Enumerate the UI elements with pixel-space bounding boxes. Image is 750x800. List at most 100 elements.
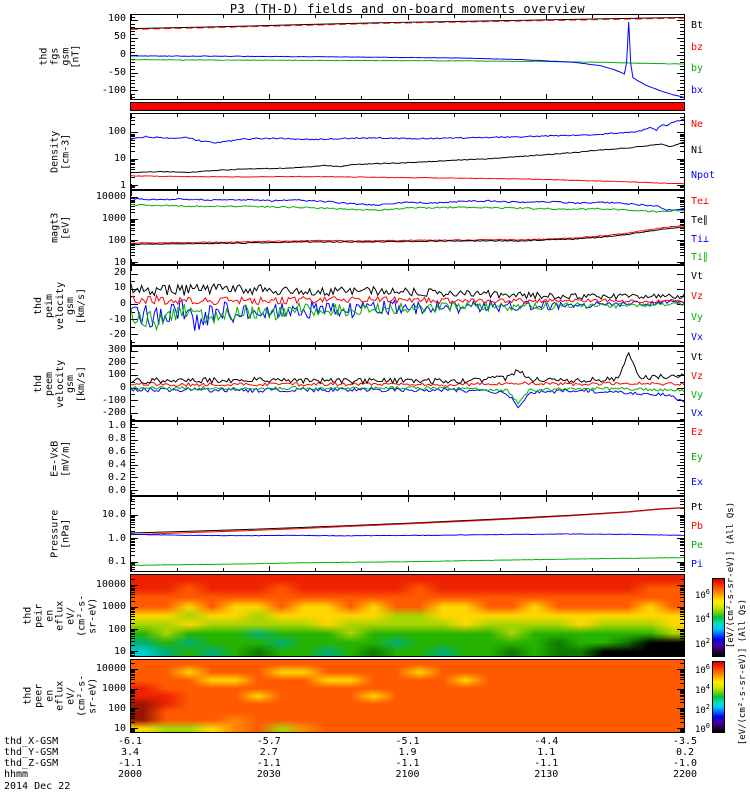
footer-value: 2000 bbox=[117, 769, 143, 780]
tick-mark bbox=[680, 565, 684, 567]
footer-row-thd_XGSM: thd_X-GSM bbox=[4, 736, 59, 747]
tick-mark bbox=[680, 248, 684, 250]
tick-mark bbox=[677, 184, 684, 186]
tick-mark bbox=[131, 550, 135, 552]
legend-Vx: Vx bbox=[691, 408, 704, 420]
tick-mark bbox=[131, 241, 135, 243]
tick-mark bbox=[407, 15, 409, 20]
tick-mark bbox=[637, 568, 639, 571]
tick-mark bbox=[131, 222, 135, 224]
tick-mark bbox=[680, 221, 684, 223]
tick-mark bbox=[131, 159, 135, 161]
ylabel-text: E=-VxB [mV/m] bbox=[49, 440, 71, 477]
tick-mark bbox=[677, 261, 684, 263]
tick-mark bbox=[680, 206, 684, 208]
tick-mark bbox=[315, 492, 317, 495]
ylabel-text: thd peim velocity gsm [km/s] bbox=[33, 281, 88, 330]
tick-mark bbox=[680, 442, 684, 444]
tick-mark bbox=[591, 191, 593, 194]
ylabel-peem-velocity: thd peem velocity gsm [km/s] bbox=[16, 346, 106, 421]
ytick-label: -50 bbox=[107, 67, 126, 79]
tick-mark bbox=[680, 600, 684, 602]
tick-mark bbox=[361, 191, 363, 194]
tick-mark bbox=[223, 417, 225, 420]
tick-mark bbox=[677, 363, 684, 365]
tick-mark bbox=[131, 93, 135, 95]
tick-mark bbox=[131, 142, 135, 144]
ytick-label: 100 bbox=[107, 234, 126, 246]
tick-mark bbox=[131, 477, 138, 479]
tick-mark bbox=[637, 191, 639, 194]
tick-mark bbox=[499, 417, 501, 420]
tick-mark bbox=[680, 119, 684, 121]
ytick-label: 0.6 bbox=[107, 446, 126, 458]
tick-mark bbox=[131, 430, 135, 432]
tick-mark bbox=[131, 702, 135, 704]
tick-mark bbox=[131, 44, 135, 46]
tick-mark bbox=[680, 164, 684, 166]
tick-mark bbox=[131, 266, 132, 271]
tick-mark bbox=[131, 134, 135, 136]
tick-mark bbox=[680, 161, 684, 163]
tick-mark bbox=[269, 259, 271, 264]
panel-peir-eflux bbox=[130, 574, 685, 657]
tick-mark bbox=[131, 640, 135, 642]
tick-mark bbox=[680, 630, 684, 632]
tick-mark bbox=[131, 518, 135, 520]
tick-mark bbox=[131, 230, 135, 232]
tick-mark bbox=[131, 610, 135, 612]
tick-mark bbox=[680, 486, 684, 488]
tick-mark bbox=[131, 116, 135, 118]
footer-value: 2030 bbox=[256, 769, 281, 780]
tick-mark bbox=[131, 690, 135, 692]
tick-mark bbox=[680, 540, 684, 542]
ytick-label: 10 bbox=[113, 722, 126, 734]
series-Bt bbox=[131, 16, 684, 30]
tick-mark bbox=[680, 671, 684, 673]
tick-mark bbox=[131, 261, 138, 263]
tick-mark bbox=[361, 266, 363, 269]
series-Pt bbox=[131, 507, 684, 534]
tick-mark bbox=[680, 140, 684, 142]
tick-mark bbox=[545, 266, 547, 271]
tick-mark bbox=[637, 342, 639, 345]
tick-mark bbox=[680, 23, 684, 25]
tick-mark bbox=[680, 709, 684, 711]
tick-mark bbox=[269, 497, 271, 502]
tick-mark bbox=[131, 634, 135, 636]
tick-mark bbox=[680, 689, 684, 691]
tick-mark bbox=[680, 635, 684, 637]
tick-mark bbox=[677, 708, 684, 710]
tick-mark bbox=[177, 417, 179, 420]
tick-mark bbox=[269, 422, 271, 427]
tick-mark bbox=[315, 191, 317, 194]
tick-mark bbox=[453, 186, 455, 189]
tick-mark bbox=[131, 62, 135, 64]
tick-mark bbox=[131, 669, 138, 671]
tick-mark bbox=[223, 266, 225, 269]
tick-mark bbox=[131, 538, 138, 540]
tick-mark bbox=[680, 578, 684, 580]
tick-mark bbox=[677, 688, 684, 690]
tick-mark bbox=[131, 517, 135, 519]
series-Te-para bbox=[131, 226, 684, 246]
tick-mark bbox=[177, 342, 179, 345]
ytick-label: -10 bbox=[107, 313, 126, 325]
tick-mark bbox=[131, 197, 138, 199]
tick-mark bbox=[677, 607, 684, 609]
series-Pi bbox=[131, 533, 684, 537]
ytick-label: -100 bbox=[101, 85, 126, 97]
tick-mark bbox=[637, 492, 639, 495]
tick-mark bbox=[131, 663, 135, 665]
tick-mark bbox=[131, 281, 135, 283]
tick-mark bbox=[131, 199, 135, 201]
tick-mark bbox=[677, 20, 684, 22]
legend-Vy: Vy bbox=[691, 311, 704, 323]
tick-mark bbox=[315, 266, 317, 269]
ylabel-fgs: thd fgs gsm [nT] bbox=[16, 14, 106, 100]
tick-mark bbox=[131, 146, 135, 148]
ytick-label: 50 bbox=[113, 31, 126, 43]
footer-row-hhmm: hhmm bbox=[4, 769, 29, 780]
tick-mark bbox=[131, 218, 138, 220]
ytick-label: 10.0 bbox=[101, 508, 126, 520]
